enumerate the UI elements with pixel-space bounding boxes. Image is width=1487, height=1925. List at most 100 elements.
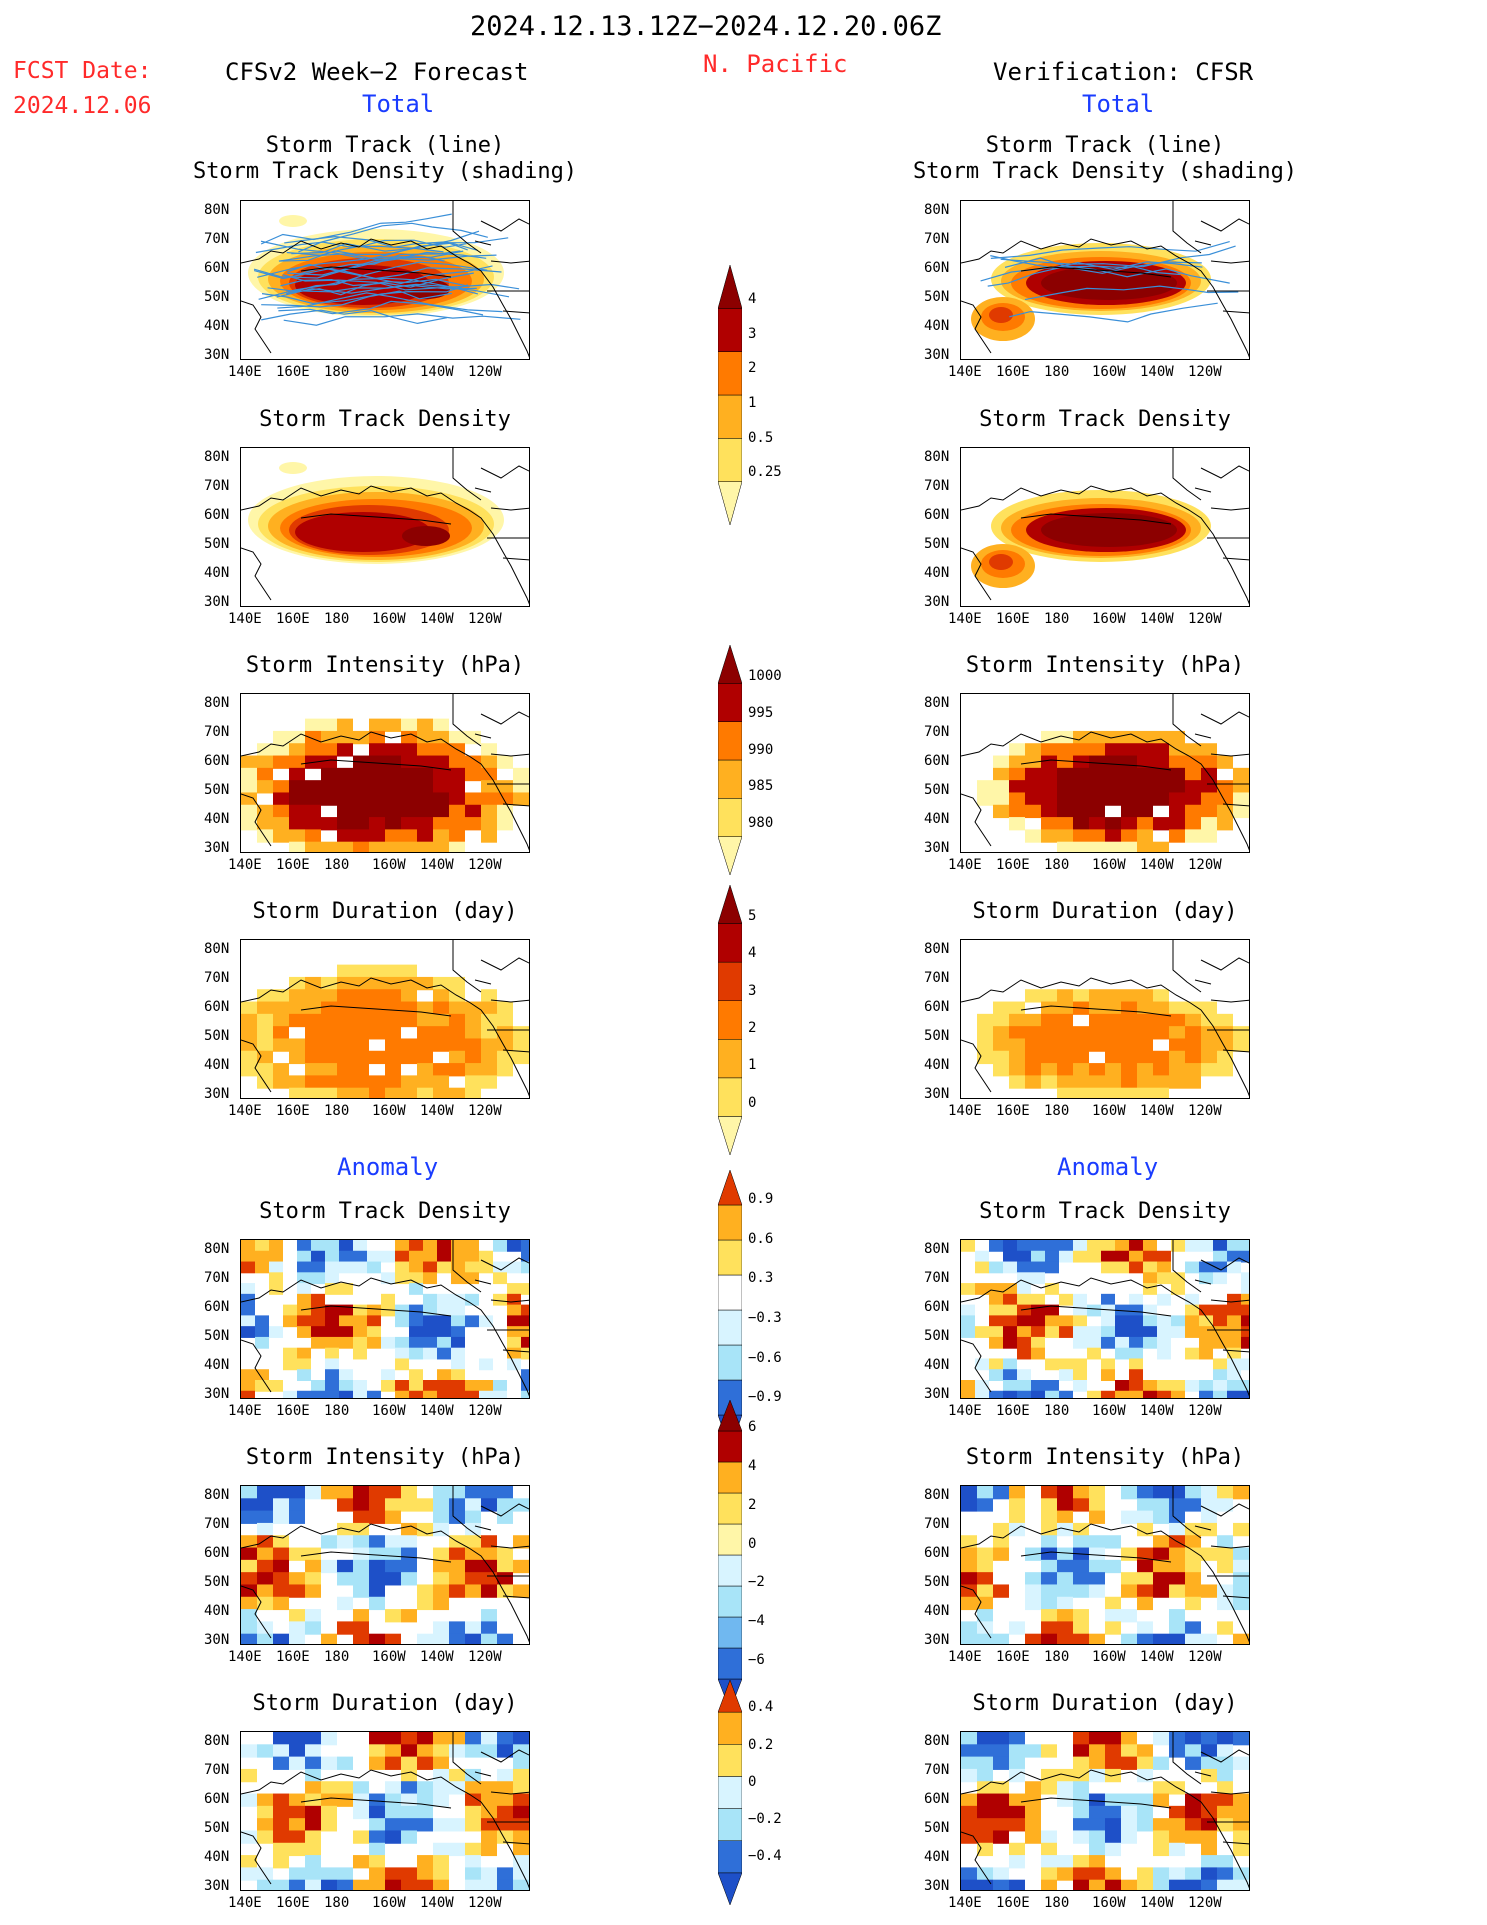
anomaly-cell <box>409 1272 423 1285</box>
anomaly-cell <box>433 1633 449 1644</box>
anomaly-cell <box>493 1390 507 1398</box>
anomaly-cell <box>1143 1315 1157 1328</box>
anomaly-cell <box>977 1867 993 1881</box>
anomaly-cell <box>1213 1326 1227 1338</box>
field-cell <box>1089 1001 1105 1015</box>
anomaly-cell <box>289 1793 305 1807</box>
field-cell <box>1089 1075 1105 1089</box>
anomaly-cell <box>241 1547 257 1561</box>
field-cell <box>1089 1063 1105 1077</box>
colorbar-segment <box>718 683 742 722</box>
lat-label: 70N <box>204 1270 230 1286</box>
anomaly-cell <box>1087 1347 1101 1360</box>
anomaly-cell <box>321 1781 337 1795</box>
anomaly-cell <box>1041 1596 1057 1611</box>
anomaly-cell <box>1157 1293 1171 1306</box>
anomaly-cell <box>1153 1867 1169 1881</box>
anomaly-cell <box>993 1830 1009 1844</box>
anomaly-cell <box>1169 1805 1185 1820</box>
field-cell <box>1121 743 1137 757</box>
colorbar-label: 0.2 <box>748 1736 774 1753</box>
anomaly-cell <box>353 1879 369 1890</box>
anomaly-cell <box>1031 1336 1045 1349</box>
anomaly-cell <box>305 1572 321 1586</box>
anomaly-cell <box>1201 1818 1217 1832</box>
anomaly-cell <box>977 1805 993 1820</box>
anomaly-cell <box>337 1572 353 1586</box>
anomaly-cell <box>529 1867 530 1880</box>
map-canvas <box>961 1732 1249 1890</box>
field-cell <box>1009 767 1025 782</box>
lon-label: 180 <box>1044 1403 1070 1419</box>
anomaly-cell <box>433 1547 449 1561</box>
field-cell <box>401 755 417 769</box>
anomaly-cell <box>977 1768 993 1783</box>
anomaly-cell <box>1031 1272 1045 1285</box>
anomaly-cell <box>1153 1559 1169 1574</box>
anomaly-cell <box>451 1380 465 1392</box>
anomaly-cell <box>1073 1369 1087 1381</box>
colorbar-segment <box>718 1776 742 1809</box>
anomaly-cell <box>1031 1240 1045 1252</box>
anomaly-cell <box>337 1781 353 1795</box>
field-cell <box>1105 792 1121 806</box>
field-cell <box>1121 1038 1137 1052</box>
field-cell <box>305 1063 321 1077</box>
field-cell <box>369 1026 385 1040</box>
anomaly-cell <box>409 1390 423 1398</box>
lat-label: 50N <box>204 289 230 305</box>
anomaly-cell <box>1143 1283 1157 1295</box>
lat-label: 40N <box>204 811 230 827</box>
anomaly-cell <box>1213 1272 1227 1285</box>
field-cell <box>1073 1050 1089 1065</box>
anomaly-cell <box>1213 1261 1227 1274</box>
field-cell <box>1153 730 1169 745</box>
anomaly-cell <box>1003 1240 1017 1252</box>
field-cell <box>449 1050 465 1065</box>
anomaly-cell <box>1143 1336 1157 1349</box>
anomaly-cell <box>369 1596 385 1611</box>
anomaly-cell <box>1233 1559 1249 1574</box>
field-cell <box>465 1026 481 1040</box>
field-cell <box>369 743 385 757</box>
anomaly-cell <box>507 1240 521 1252</box>
field-cell <box>385 964 401 978</box>
anomaly-cell <box>1025 1596 1041 1611</box>
field-cell <box>401 1038 417 1052</box>
field-cell <box>513 1038 529 1052</box>
anomaly-cell <box>1089 1510 1105 1524</box>
anomaly-cell <box>385 1818 401 1832</box>
anomaly-cell <box>1217 1805 1233 1820</box>
anomaly-cell <box>1089 1867 1105 1881</box>
anomaly-cell <box>385 1867 401 1881</box>
field-cell <box>257 989 273 1003</box>
colorbar-label: 4 <box>748 1457 757 1474</box>
anomaly-cell <box>1143 1272 1157 1285</box>
anomaly-cell <box>449 1633 465 1644</box>
anomaly-cell <box>961 1572 977 1586</box>
field-cell <box>273 755 289 769</box>
field-cell <box>1041 989 1057 1003</box>
field-cell <box>1169 730 1185 745</box>
anomaly-cell <box>513 1732 529 1746</box>
field-cell <box>1025 1075 1041 1089</box>
anomaly-cell <box>1041 1830 1057 1844</box>
anomaly-cell <box>321 1867 337 1881</box>
field-cell <box>449 1087 465 1098</box>
anomaly-cell <box>1003 1315 1017 1328</box>
field-cell <box>1121 817 1137 831</box>
anomaly-cell <box>521 1240 529 1252</box>
anomaly-cell <box>369 1498 385 1512</box>
field-cell <box>337 817 353 831</box>
anomaly-cell <box>381 1369 395 1381</box>
field-cell <box>1009 1038 1025 1052</box>
anomaly-cell <box>305 1879 321 1890</box>
anomaly-cell <box>1009 1805 1025 1820</box>
anomaly-cell <box>1185 1486 1201 1500</box>
anomaly-cell <box>257 1547 273 1561</box>
anomaly-cell <box>1003 1358 1017 1371</box>
anomaly-cell <box>381 1336 395 1349</box>
right-anomaly-label: Anomaly <box>1057 1153 1159 1181</box>
anomaly-cell <box>241 1240 255 1252</box>
anomaly-cell <box>401 1867 417 1881</box>
